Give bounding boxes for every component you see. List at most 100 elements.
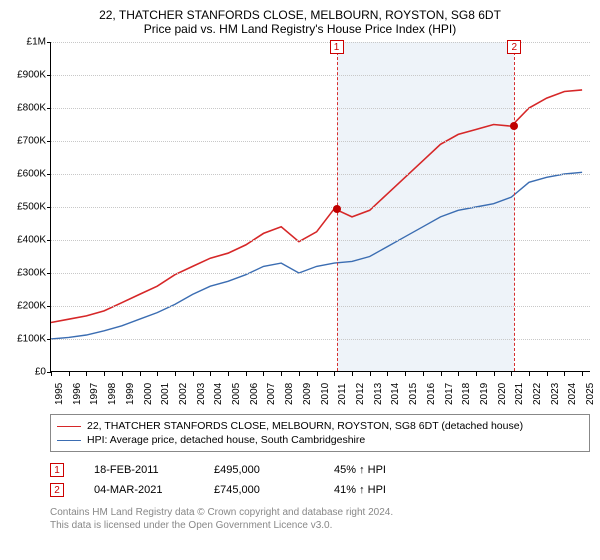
- event-marker-icon: 1: [50, 463, 64, 477]
- credits: Contains HM Land Registry data © Crown c…: [50, 506, 586, 532]
- legend-label: 22, THATCHER STANFORDS CLOSE, MELBOURN, …: [87, 420, 523, 432]
- x-tick: [140, 372, 141, 376]
- x-axis-label: 2005: [231, 383, 242, 405]
- plot-area: £0£100K£200K£300K£400K£500K£600K£700K£80…: [50, 42, 590, 372]
- x-tick: [423, 372, 424, 376]
- x-tick: [476, 372, 477, 376]
- credit-line: This data is licensed under the Open Gov…: [50, 519, 586, 532]
- event-date: 04-MAR-2021: [94, 484, 184, 496]
- x-tick: [370, 372, 371, 376]
- x-tick: [246, 372, 247, 376]
- title-address: 22, THATCHER STANFORDS CLOSE, MELBOURN, …: [14, 8, 586, 22]
- gridline-h: [51, 174, 590, 175]
- event-delta: 45% ↑ HPI: [334, 464, 424, 476]
- x-axis-label: 2020: [497, 383, 508, 405]
- x-tick: [104, 372, 105, 376]
- x-axis-label: 2009: [302, 383, 313, 405]
- x-tick: [299, 372, 300, 376]
- x-tick: [175, 372, 176, 376]
- y-tick: [47, 174, 51, 175]
- y-axis-label: £800K: [17, 103, 46, 114]
- x-tick: [210, 372, 211, 376]
- y-tick: [47, 141, 51, 142]
- x-tick: [334, 372, 335, 376]
- x-tick: [228, 372, 229, 376]
- x-axis-label: 1998: [107, 383, 118, 405]
- x-tick: [458, 372, 459, 376]
- x-axis-label: 2008: [284, 383, 295, 405]
- event-vline: [514, 42, 515, 371]
- y-axis-label: £1M: [27, 37, 46, 48]
- legend-swatch: [57, 440, 81, 441]
- x-tick: [405, 372, 406, 376]
- x-axis-label: 2025: [585, 383, 596, 405]
- y-axis-label: £400K: [17, 235, 46, 246]
- y-tick: [47, 42, 51, 43]
- event-table: 1 18-FEB-2011 £495,000 45% ↑ HPI 2 04-MA…: [50, 460, 590, 500]
- x-axis-label: 2011: [337, 383, 348, 405]
- x-axis-label: 2010: [320, 383, 331, 405]
- x-tick: [511, 372, 512, 376]
- event-marker-box: 2: [507, 40, 521, 54]
- y-axis-label: £0: [35, 367, 46, 378]
- y-tick: [47, 207, 51, 208]
- x-axis-label: 2012: [355, 383, 366, 405]
- x-axis-label: 1995: [54, 383, 65, 405]
- event-delta: 41% ↑ HPI: [334, 484, 424, 496]
- credit-line: Contains HM Land Registry data © Crown c…: [50, 506, 586, 519]
- gridline-h: [51, 108, 590, 109]
- x-tick: [69, 372, 70, 376]
- y-axis-label: £900K: [17, 70, 46, 81]
- x-axis-label: 2002: [178, 383, 189, 405]
- x-axis-label: 2023: [550, 383, 561, 405]
- y-axis-label: £500K: [17, 202, 46, 213]
- title-subtitle: Price paid vs. HM Land Registry's House …: [14, 22, 586, 36]
- event-price: £745,000: [214, 484, 304, 496]
- event-dot: [333, 205, 341, 213]
- y-tick: [47, 339, 51, 340]
- event-marker-icon: 2: [50, 483, 64, 497]
- legend: 22, THATCHER STANFORDS CLOSE, MELBOURN, …: [50, 414, 590, 452]
- y-axis-label: £700K: [17, 136, 46, 147]
- y-tick: [47, 75, 51, 76]
- x-axis-label: 2019: [479, 383, 490, 405]
- x-tick: [529, 372, 530, 376]
- x-axis-label: 2000: [143, 383, 154, 405]
- legend-item-hpi: HPI: Average price, detached house, Sout…: [57, 433, 583, 447]
- x-tick: [387, 372, 388, 376]
- x-tick: [317, 372, 318, 376]
- event-dot: [510, 122, 518, 130]
- x-tick: [281, 372, 282, 376]
- legend-label: HPI: Average price, detached house, Sout…: [87, 434, 365, 446]
- x-tick: [547, 372, 548, 376]
- legend-swatch: [57, 426, 81, 427]
- x-axis-label: 2004: [213, 383, 224, 405]
- x-axis-label: 1997: [89, 383, 100, 405]
- y-tick: [47, 240, 51, 241]
- legend-item-property: 22, THATCHER STANFORDS CLOSE, MELBOURN, …: [57, 419, 583, 433]
- y-axis-label: £200K: [17, 301, 46, 312]
- chart-title: 22, THATCHER STANFORDS CLOSE, MELBOURN, …: [14, 8, 586, 36]
- y-tick: [47, 108, 51, 109]
- x-axis-label: 1996: [72, 383, 83, 405]
- gridline-h: [51, 141, 590, 142]
- y-axis-label: £600K: [17, 169, 46, 180]
- x-tick: [122, 372, 123, 376]
- series-hpi: [51, 172, 582, 339]
- x-tick: [193, 372, 194, 376]
- y-tick: [47, 273, 51, 274]
- event-row: 2 04-MAR-2021 £745,000 41% ↑ HPI: [50, 480, 590, 500]
- x-axis-label: 2007: [266, 383, 277, 405]
- x-axis-label: 1999: [125, 383, 136, 405]
- x-axis-label: 2006: [249, 383, 260, 405]
- event-marker-box: 1: [330, 40, 344, 54]
- x-tick: [86, 372, 87, 376]
- x-tick: [582, 372, 583, 376]
- x-axis-label: 2015: [408, 383, 419, 405]
- x-axis-label: 2021: [514, 383, 525, 405]
- gridline-h: [51, 306, 590, 307]
- x-axis-label: 2013: [373, 383, 384, 405]
- x-axis-label: 2003: [196, 383, 207, 405]
- y-tick: [47, 306, 51, 307]
- x-axis-label: 2016: [426, 383, 437, 405]
